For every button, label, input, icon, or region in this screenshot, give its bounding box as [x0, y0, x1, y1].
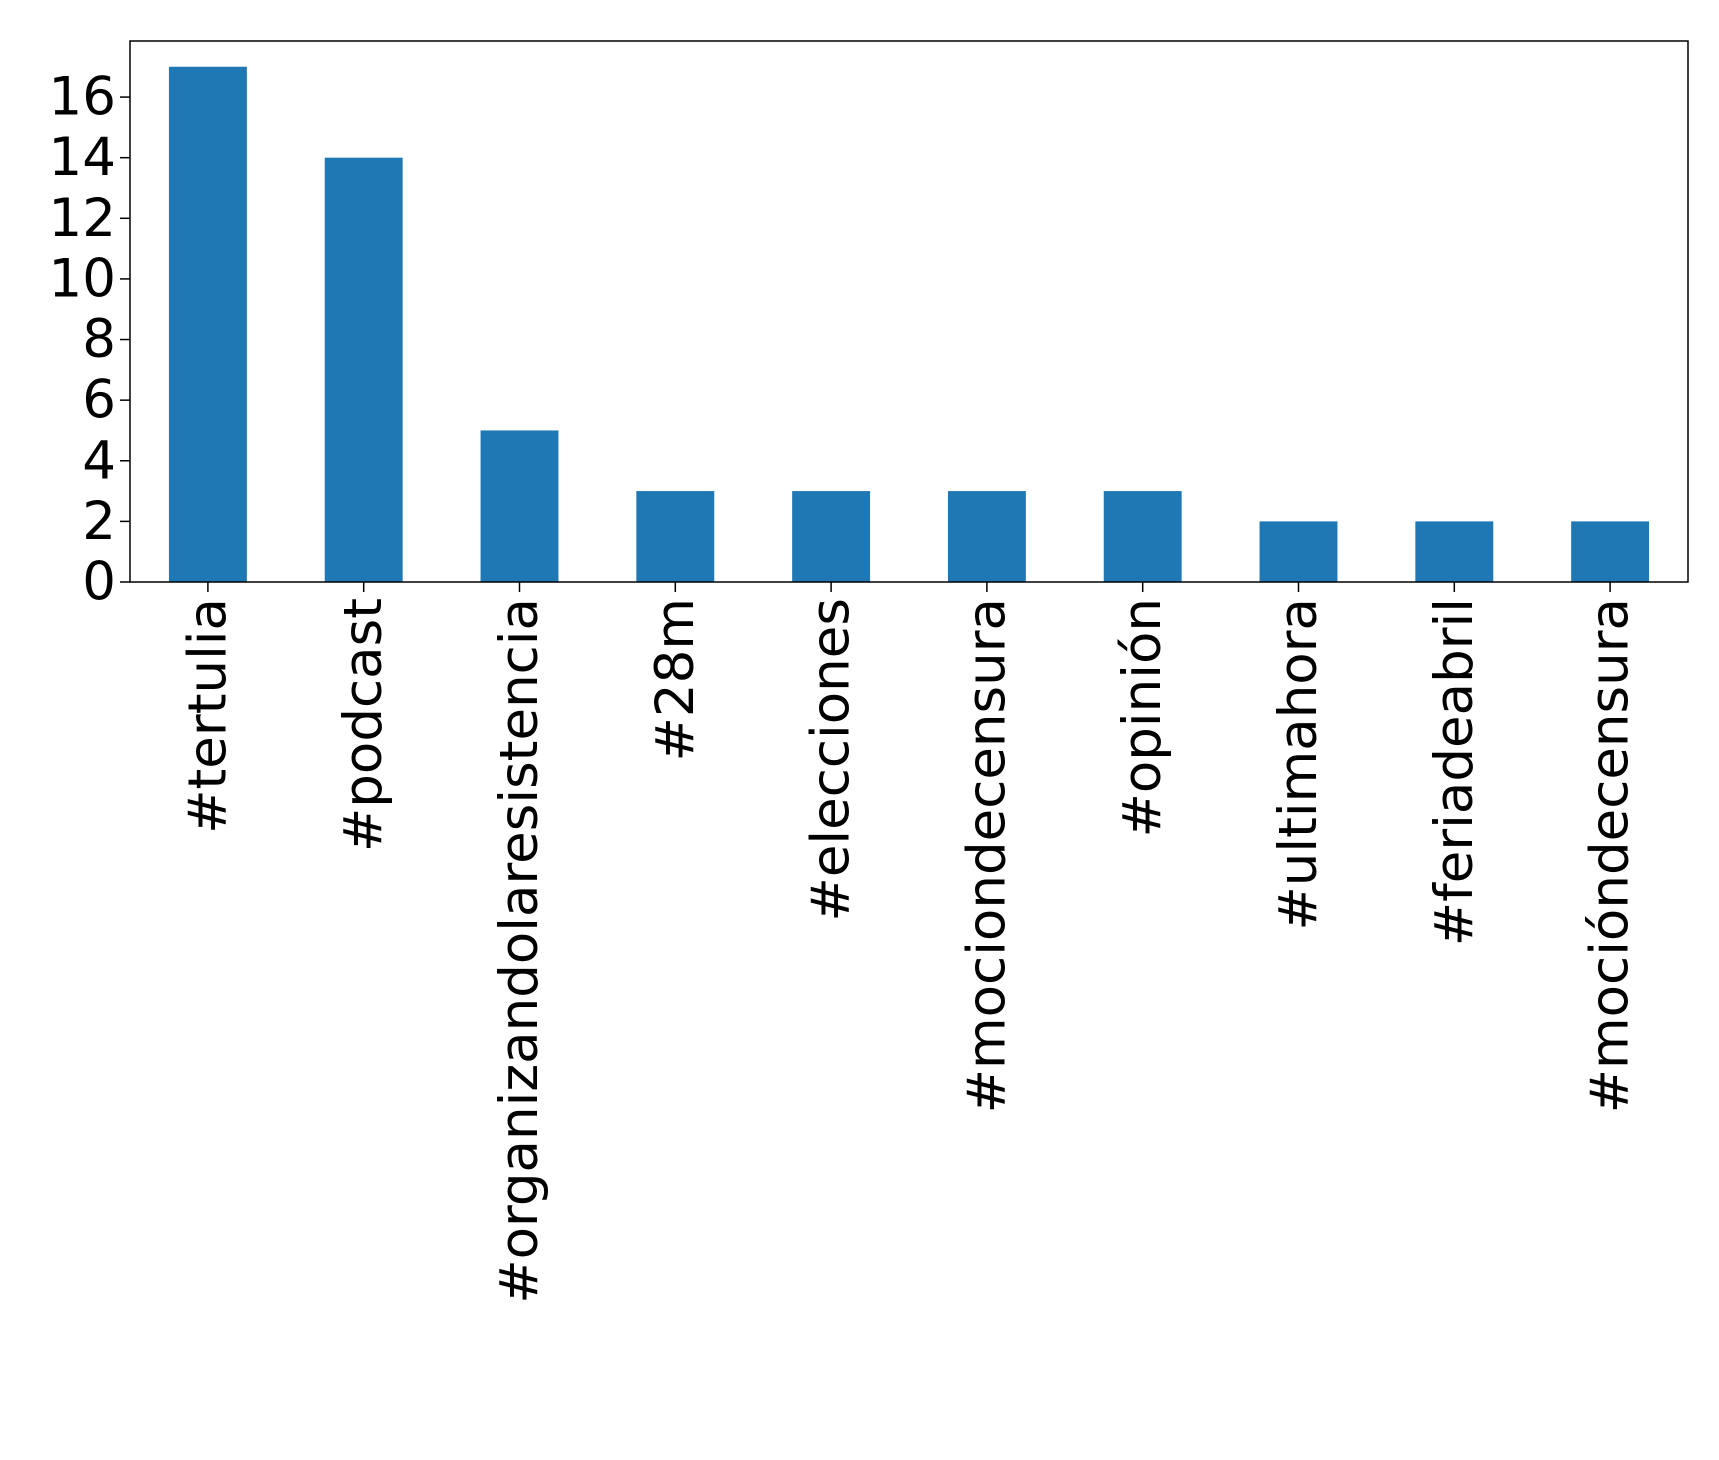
y-tick-label: 8	[82, 309, 116, 370]
x-tick-label: #elecciones	[801, 598, 862, 922]
x-tick-label: #tertulia	[177, 598, 238, 834]
bar	[168, 66, 247, 582]
y-tick-label: 12	[49, 188, 116, 249]
x-tick-label: #mocióndecensura	[1580, 598, 1641, 1113]
bar	[324, 157, 403, 582]
x-tick-label: #podcast	[333, 598, 394, 852]
y-tick-label: 4	[82, 430, 116, 491]
bar	[1415, 521, 1494, 582]
bar	[1259, 521, 1338, 582]
y-tick-label: 2	[82, 491, 116, 552]
y-tick-label: 0	[82, 552, 116, 613]
bar	[1103, 491, 1182, 582]
x-tick-label: #28m	[645, 598, 706, 761]
y-tick-label: 6	[82, 370, 116, 431]
x-tick-label: #mociondecensura	[956, 598, 1017, 1113]
y-tick-label: 14	[49, 127, 116, 188]
plot-frame	[129, 40, 1689, 583]
x-tick-label: #organizandolaresistencia	[489, 598, 550, 1304]
x-tick-label: #opinión	[1112, 598, 1173, 838]
y-tick-label: 10	[49, 248, 116, 309]
y-tick-label: 16	[49, 67, 116, 128]
bar	[1571, 521, 1650, 582]
bar	[947, 491, 1026, 582]
bar	[636, 491, 715, 582]
x-tick-label: #feriadeabril	[1424, 598, 1485, 946]
bar	[792, 491, 871, 582]
x-tick-label: #ultimahora	[1268, 598, 1329, 931]
bar	[480, 430, 559, 582]
